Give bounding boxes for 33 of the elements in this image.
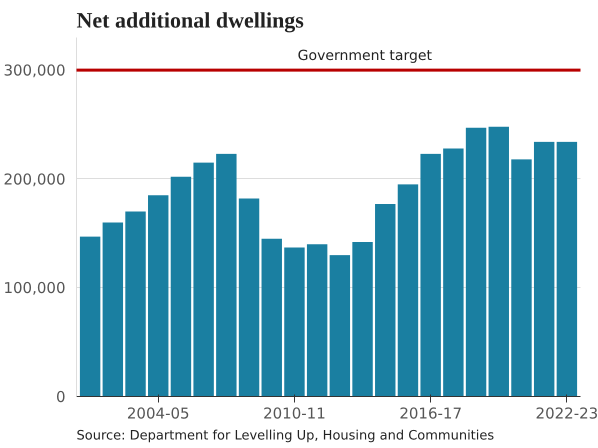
bar bbox=[330, 255, 350, 396]
x-tick-label: 2016-17 bbox=[399, 404, 462, 422]
bar bbox=[534, 142, 554, 396]
bar bbox=[466, 128, 486, 396]
bar bbox=[398, 184, 418, 396]
y-tick-label: 100,000 bbox=[3, 279, 66, 298]
bar bbox=[102, 222, 124, 396]
bar bbox=[148, 195, 168, 396]
bar bbox=[443, 148, 464, 396]
bar bbox=[284, 247, 305, 396]
bar bbox=[488, 126, 509, 396]
bar bbox=[556, 142, 578, 396]
y-tick-label: 0 bbox=[56, 388, 66, 406]
bar bbox=[420, 154, 441, 396]
chart-title: Net additional dwellings bbox=[76, 8, 304, 32]
bar bbox=[306, 244, 328, 396]
bar bbox=[238, 198, 260, 396]
bar bbox=[125, 212, 146, 396]
bar bbox=[511, 159, 532, 396]
bar bbox=[262, 238, 282, 396]
bar bbox=[193, 162, 214, 396]
bar bbox=[216, 154, 237, 396]
bar bbox=[80, 236, 100, 396]
x-tick-label: 2010-11 bbox=[263, 404, 326, 422]
y-tick-label: 200,000 bbox=[3, 170, 66, 188]
bar bbox=[170, 176, 192, 396]
y-tick-label: 300,000 bbox=[3, 62, 66, 80]
x-tick-label: 2022-23 bbox=[536, 404, 598, 422]
bar bbox=[375, 204, 396, 396]
bar bbox=[352, 242, 373, 396]
x-tick-label: 2004-05 bbox=[126, 404, 190, 422]
ref-line-label: Government target bbox=[298, 48, 432, 64]
source-note: Source: Department for Levelling Up, Housing and Communities bbox=[76, 428, 494, 444]
